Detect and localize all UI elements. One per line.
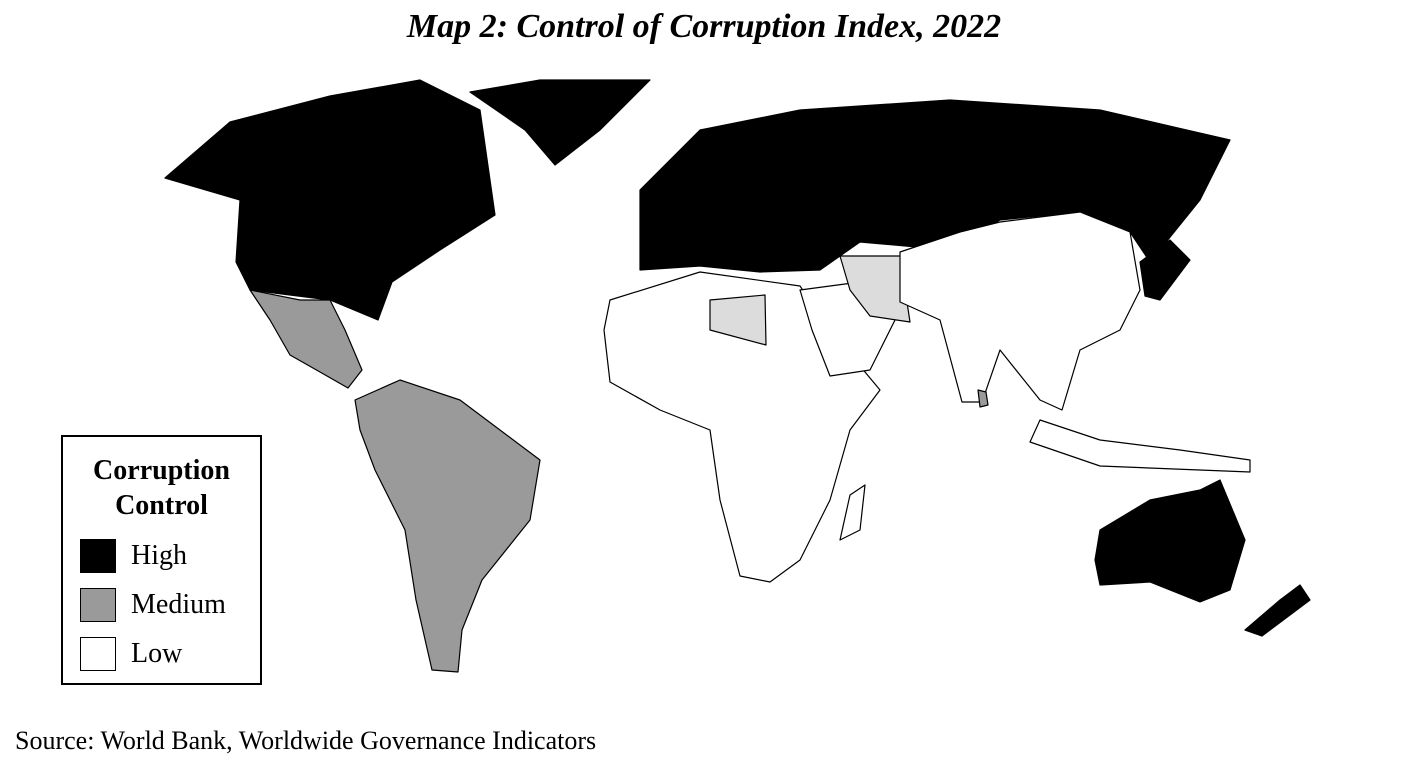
central-america: [249, 289, 363, 389]
legend: Corruption Control High Medium Low: [61, 435, 262, 685]
greenland: [469, 79, 651, 166]
legend-item: Low: [63, 629, 260, 678]
asia: [899, 211, 1141, 411]
sri-lanka: [977, 389, 989, 408]
madagascar: [839, 484, 866, 541]
legend-label: Low: [131, 637, 183, 669]
australia: [1094, 479, 1246, 603]
legend-item: High: [63, 531, 260, 580]
europe-russia: [639, 99, 1231, 273]
indonesia: [1029, 419, 1251, 473]
legend-title: Corruption Control: [93, 455, 230, 521]
legend-swatch: [80, 538, 116, 573]
legend-items: High Medium Low: [63, 531, 260, 678]
legend-swatch: [80, 587, 116, 622]
new-zealand: [1244, 584, 1311, 637]
libya: [709, 294, 767, 346]
south-america: [354, 379, 541, 673]
source-note: Source: World Bank, Worldwide Governance…: [15, 726, 597, 755]
legend-item: Medium: [63, 580, 260, 629]
japan: [1139, 239, 1191, 301]
legend-label: Medium: [131, 588, 226, 620]
legend-label: High: [131, 539, 187, 571]
legend-swatch: [80, 636, 116, 671]
iran: [839, 255, 911, 323]
north-america: [164, 79, 496, 321]
map-title: Map 2: Control of Corruption Index, 2022: [406, 8, 1002, 45]
